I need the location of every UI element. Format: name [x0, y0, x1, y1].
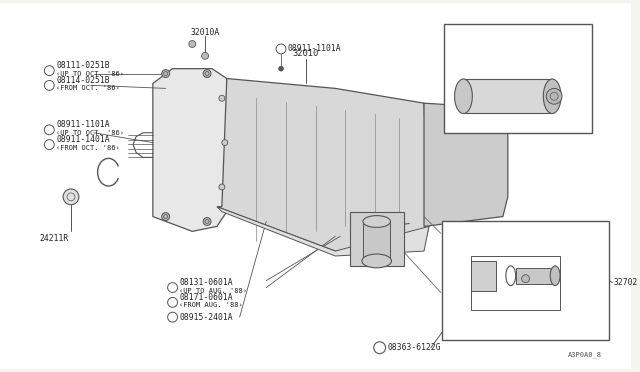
Text: ‹FROM OCT. '86›: ‹FROM OCT. '86›	[56, 145, 120, 151]
Text: 24211R: 24211R	[40, 234, 69, 243]
Text: 08111-0251B: 08111-0251B	[56, 61, 110, 70]
Bar	[471, 256, 560, 310]
Circle shape	[203, 218, 211, 225]
Text: N: N	[48, 127, 51, 132]
Text: N: N	[48, 142, 51, 147]
Text: 08131-0601A: 08131-0601A	[179, 278, 233, 287]
Text: 32703: 32703	[523, 245, 547, 254]
Text: 08171-0601A: 08171-0601A	[179, 293, 233, 302]
Circle shape	[168, 298, 177, 307]
Circle shape	[222, 140, 228, 145]
Circle shape	[63, 189, 79, 205]
Text: 32010: 32010	[292, 49, 319, 58]
Circle shape	[44, 66, 54, 76]
Bar	[471, 261, 496, 291]
Circle shape	[219, 95, 225, 101]
Circle shape	[168, 283, 177, 292]
Text: KP100: KP100	[485, 39, 511, 48]
Circle shape	[522, 275, 529, 283]
Circle shape	[162, 213, 170, 221]
Circle shape	[168, 312, 177, 322]
Ellipse shape	[454, 79, 472, 113]
Circle shape	[547, 89, 562, 104]
Text: 08915-2401A: 08915-2401A	[179, 312, 233, 322]
Circle shape	[219, 184, 225, 190]
Text: W: W	[171, 315, 174, 320]
Text: N: N	[280, 46, 282, 51]
Text: 32709: 32709	[532, 281, 557, 290]
Circle shape	[162, 70, 170, 77]
Text: S: S	[378, 345, 382, 351]
Text: 08911-1401A: 08911-1401A	[56, 135, 110, 144]
Text: 08911-1101A: 08911-1101A	[288, 44, 342, 54]
Ellipse shape	[362, 254, 392, 268]
Circle shape	[276, 44, 286, 54]
Text: B: B	[47, 83, 51, 88]
Text: ‹UP TO AUG. '88›: ‹UP TO AUG. '88›	[179, 288, 248, 294]
Bar	[442, 221, 609, 340]
Text: 32710: 32710	[503, 288, 527, 297]
Text: 32010A: 32010A	[191, 28, 220, 37]
Circle shape	[203, 70, 211, 77]
Text: 08911-1101A: 08911-1101A	[56, 121, 110, 129]
Ellipse shape	[550, 266, 560, 286]
Circle shape	[44, 125, 54, 135]
Text: 32707: 32707	[479, 318, 503, 327]
Circle shape	[44, 140, 54, 150]
Text: ‹UP TO OCT. '86›: ‹UP TO OCT. '86›	[56, 71, 124, 77]
Ellipse shape	[363, 216, 390, 227]
Text: A3P0A0_8: A3P0A0_8	[568, 351, 602, 358]
Text: 32702: 32702	[613, 278, 637, 287]
Circle shape	[374, 342, 385, 354]
Circle shape	[278, 66, 284, 71]
Polygon shape	[153, 69, 227, 231]
Bar	[350, 212, 404, 266]
Bar	[363, 221, 390, 261]
Bar	[463, 78, 552, 113]
Text: B: B	[171, 300, 175, 305]
Polygon shape	[217, 207, 429, 256]
Bar	[516, 268, 555, 283]
Text: 32712: 32712	[463, 247, 488, 256]
Text: ‹UP TO OCT. '86›: ‹UP TO OCT. '86›	[56, 130, 124, 136]
Ellipse shape	[543, 79, 561, 113]
Text: ‹FROM AUG. '88›: ‹FROM AUG. '88›	[179, 302, 243, 308]
Circle shape	[44, 80, 54, 90]
Text: ‹FROM OCT. '86›: ‹FROM OCT. '86›	[56, 86, 120, 92]
Polygon shape	[217, 78, 429, 251]
Bar	[444, 24, 591, 133]
Circle shape	[189, 41, 196, 48]
Text: 08114-0251B: 08114-0251B	[56, 76, 110, 85]
Text: B: B	[171, 285, 175, 290]
Circle shape	[202, 52, 209, 59]
Polygon shape	[424, 103, 508, 227]
Text: 08363-6122G: 08363-6122G	[388, 343, 441, 352]
Text: B: B	[47, 68, 51, 73]
